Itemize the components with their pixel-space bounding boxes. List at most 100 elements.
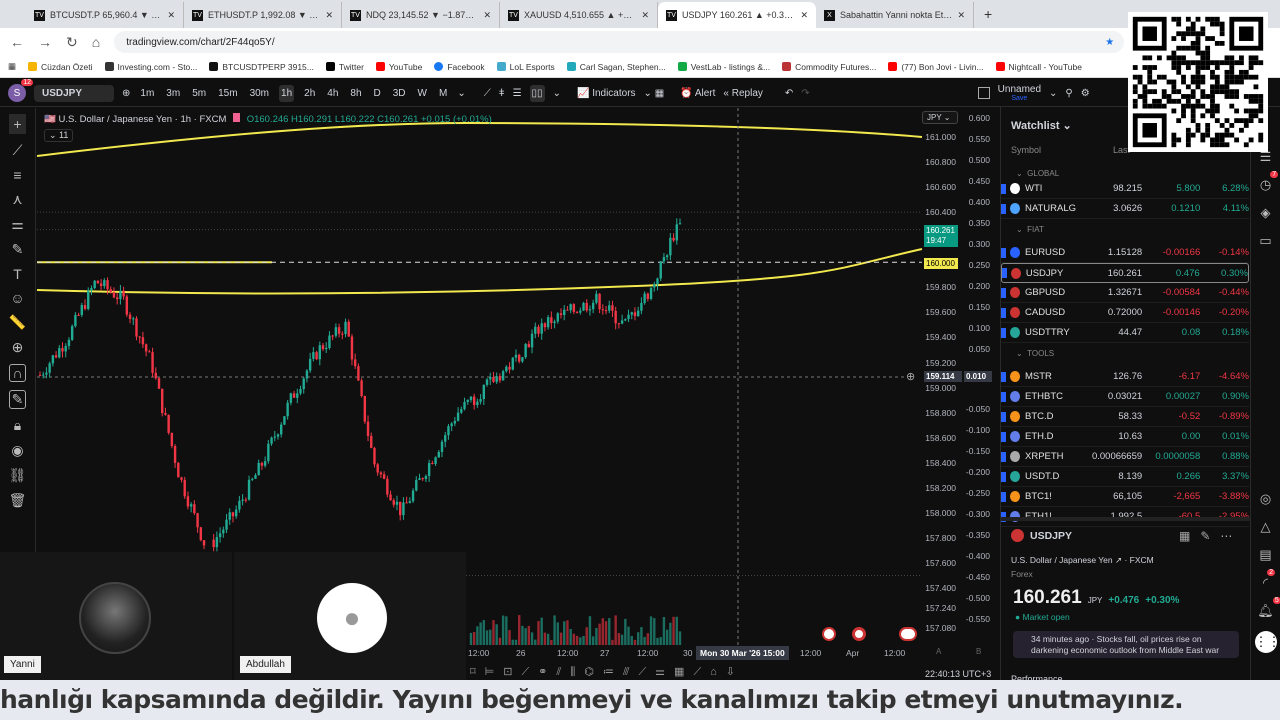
bookmark[interactable]: (77) Bon Jovi - Livin... <box>888 62 984 72</box>
watchlist-row[interactable]: WTI 98.215 5.800 6.28% <box>1001 179 1249 199</box>
watchlist-row[interactable]: EURUSD 1.15128 -0.00166 -0.14% <box>1001 243 1249 263</box>
fib-icon[interactable]: ≡ <box>13 167 22 183</box>
bookmark[interactable]: Nightcall - YouTube <box>995 62 1082 72</box>
timeframe-w[interactable]: W <box>417 87 427 99</box>
drawing-favorites-toolbar[interactable]: ⌑⊨⊡⟋⚭⫽⫼⌬≔⫻⟋⚌▦⟋⌂⇩ <box>470 666 745 678</box>
emoji-icon[interactable]: ☺ <box>10 290 25 306</box>
candles-icon[interactable]: ▯▯ <box>529 84 545 102</box>
watchlist-row[interactable]: CADUSD 0.72000 -0.00146 -0.20% <box>1001 303 1249 323</box>
text-icon[interactable]: T <box>13 266 22 282</box>
replay-button[interactable]: « Replay <box>723 87 763 99</box>
line-chart-icon[interactable]: ⟋ <box>483 87 491 99</box>
timeframe-3m[interactable]: 3m <box>166 87 181 99</box>
watchlist-row[interactable]: XRPETH 0.00066659 0.0000058 0.88% <box>1001 447 1249 467</box>
watchlist-row[interactable]: ETH.D 10.63 0.00 0.01% <box>1001 427 1249 447</box>
browser-tab[interactable]: X Sabahattin Yanni nokta Etehe (✕ <box>816 2 974 28</box>
link-icon[interactable]: ⛓ <box>8 467 27 483</box>
currency-select[interactable]: JPY ⌄ <box>922 111 958 124</box>
watchlist-row[interactable]: ETH1! 1,992.5 -60.5 -2.95% <box>1001 507 1249 527</box>
bookmark[interactable]: Carl Sagan, Stephen... <box>566 62 666 72</box>
watchlist-row[interactable]: ETHBTC 0.03021 0.00027 0.90% <box>1001 387 1249 407</box>
chevron-down-icon[interactable]: ⌄ <box>1049 87 1058 99</box>
layers-icon[interactable]: ◈ <box>1260 205 1271 220</box>
price-scale-icon[interactable]: ☰ <box>512 87 522 99</box>
bookmark[interactable]: Twitter <box>325 62 364 72</box>
auto-scale-button[interactable]: A <box>936 647 942 656</box>
chat-icon[interactable]: ▭ <box>1259 233 1272 248</box>
home-icon[interactable]: ⌂ <box>91 34 101 50</box>
us-event-flag-icon[interactable] <box>822 627 836 641</box>
zoom-icon[interactable]: ⊕ <box>11 339 24 355</box>
forecast-icon[interactable]: ⚌ <box>11 216 24 232</box>
lock-icon[interactable]: 🔒︎ <box>13 417 22 433</box>
user-avatar[interactable]: S 12 <box>8 79 33 102</box>
trend-line-icon[interactable]: ⟋ <box>12 142 23 158</box>
layout-name-button[interactable]: Unnamed Save <box>997 83 1042 102</box>
ruler-icon[interactable]: 📏 <box>8 314 27 330</box>
watchlist-row[interactable]: GBPUSD 1.32671 -0.00584 -0.44% <box>1001 283 1249 303</box>
add-alert-plus-icon[interactable]: ⊕ <box>906 371 916 383</box>
forward-icon[interactable]: → <box>38 34 52 50</box>
bar-chart-icon[interactable]: ǂ <box>498 87 505 99</box>
timeframe-1m[interactable]: 1m <box>140 87 155 99</box>
jp-event-flag-icon[interactable] <box>852 627 866 641</box>
chevron-down-icon[interactable]: ⌄ <box>552 87 561 99</box>
alert-button[interactable]: ⏰ Alert <box>680 87 716 99</box>
templates-icon[interactable]: ⌄ ▦ <box>643 87 665 99</box>
close-tab-icon[interactable]: ✕ <box>325 9 333 20</box>
close-tab-icon[interactable]: ✕ <box>167 9 175 20</box>
bookmark[interactable]: LoL Esports <box>496 62 555 72</box>
target-icon[interactable]: ◎ <box>1259 491 1272 506</box>
close-tab-icon[interactable]: ✕ <box>800 9 808 20</box>
symbol-search[interactable]: USDJPY <box>34 84 114 102</box>
watchlist-row[interactable]: MSTR 126.76 -6.17 -4.64% <box>1001 367 1249 387</box>
bookmark[interactable]: Investing.com - Sto... <box>104 62 197 72</box>
magnet-icon[interactable]: ∩ <box>9 364 26 382</box>
add-symbol-icon[interactable]: ⊕ <box>122 87 131 99</box>
undo-icon[interactable]: ↶ <box>784 87 794 99</box>
log-scale-button[interactable]: B <box>976 647 982 656</box>
timeframe-15m[interactable]: 15m <box>218 87 238 99</box>
eye-icon[interactable]: ◉ <box>11 442 24 458</box>
watchlist-section-header[interactable]: ⌄ TOOLS <box>1016 349 1055 358</box>
column-symbol[interactable]: Symbol <box>1011 145 1042 155</box>
watchlist-icon[interactable]: ☰ <box>1259 149 1272 164</box>
quick-search-icon[interactable]: ⚲ <box>1065 87 1073 99</box>
url-input[interactable]: tradingview.com/chart/2F44qo5Y/★ <box>114 31 1125 53</box>
watchlist-row[interactable]: USDT.D 8.139 0.266 3.37% <box>1001 467 1249 487</box>
us-event-flag-icon[interactable] <box>899 627 917 641</box>
bookmark[interactable]: Commodity Futures... <box>782 62 876 72</box>
reload-icon[interactable]: ↻ <box>66 33 78 50</box>
indicators-button[interactable]: 📈 Indicators <box>576 87 636 99</box>
details-actions[interactable]: ▦✎⋯ <box>1179 529 1243 543</box>
performance-header[interactable]: Performance <box>1011 674 1063 684</box>
watchlist-row[interactable]: NATURALG 3.0626 0.1210 4.11% <box>1001 199 1249 219</box>
watchlist-section-header[interactable]: ⌄ FIAT <box>1016 225 1044 234</box>
bookmark[interactable]: Cüzdan Özeti <box>28 62 93 72</box>
close-tab-icon[interactable]: ✕ <box>641 9 649 20</box>
watchlist-row[interactable]: USDJPY 160.261 0.476 0.30% <box>1001 263 1249 283</box>
timeframe-30m[interactable]: 30m <box>249 87 270 99</box>
column-last[interactable]: Last <box>1113 145 1131 155</box>
timeframe-3d[interactable]: 3D <box>392 87 406 99</box>
apps-icon[interactable]: ▦ <box>8 61 17 71</box>
streams-icon[interactable]: ◜ 2 <box>1262 569 1276 590</box>
watchlist-row[interactable]: BTC.D 58.33 -0.52 -0.89% <box>1001 407 1249 427</box>
bookmark-star-icon[interactable]: ★ <box>1105 36 1115 48</box>
pyramid-icon[interactable]: △ <box>1260 519 1271 534</box>
bell-icon[interactable]: 🔔︎ 5 <box>1257 597 1280 618</box>
bookmark[interactable]: VestLab - listings &... <box>677 62 770 72</box>
timeframe-2h[interactable]: 2h <box>304 87 316 99</box>
watchlist-title[interactable]: Watchlist ⌄ <box>1011 120 1072 132</box>
chevron-down-icon[interactable]: ⌄ <box>457 87 466 99</box>
settings-icon[interactable]: ⚙ <box>1080 87 1090 99</box>
bookmark[interactable]: YouTube <box>375 62 422 72</box>
new-tab-button[interactable]: + <box>984 6 993 22</box>
timeframe-1h[interactable]: 1h <box>279 84 295 102</box>
news-item[interactable]: 34 minutes ago · Stocks fall, oil prices… <box>1013 631 1239 658</box>
indicators-collapse-button[interactable]: ⌄ 11 <box>44 129 74 142</box>
